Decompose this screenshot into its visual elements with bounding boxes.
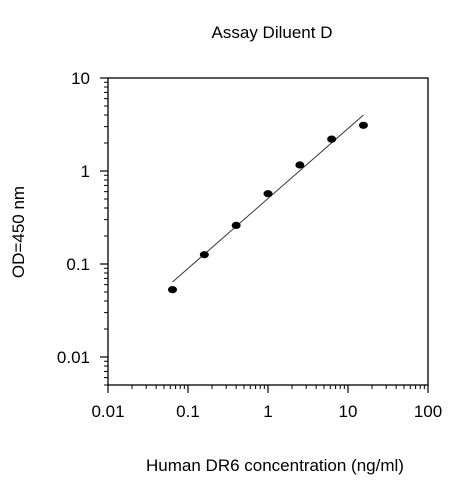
x-tick-label: 1 bbox=[263, 402, 272, 421]
y-axis-label: OD=450 nm bbox=[9, 186, 28, 278]
y-tick-label: 1 bbox=[81, 162, 90, 181]
chart-title: Assay Diluent D bbox=[212, 23, 333, 42]
data-point bbox=[263, 190, 273, 198]
data-points bbox=[167, 121, 368, 294]
x-tick-label: 0.01 bbox=[91, 402, 124, 421]
x-tick-label: 100 bbox=[414, 402, 442, 421]
y-tick-label: 0.01 bbox=[57, 348, 90, 367]
data-point bbox=[199, 251, 209, 259]
x-ticks: 0.01 0.1 1 10 100 bbox=[91, 385, 442, 421]
plot-frame bbox=[107, 77, 429, 386]
data-point bbox=[231, 221, 241, 230]
data-point bbox=[167, 286, 177, 294]
data-point bbox=[358, 121, 368, 129]
x-tick-label: 10 bbox=[339, 402, 358, 421]
plot-axes bbox=[107, 77, 429, 386]
x-tick-label: 0.1 bbox=[176, 402, 200, 421]
data-point bbox=[327, 135, 337, 143]
y-tick-label: 10 bbox=[71, 69, 90, 88]
data-point bbox=[295, 161, 305, 169]
y-ticks: 0.01 0.1 1 10 bbox=[57, 69, 108, 386]
x-axis-label: Human DR6 concentration (ng/ml) bbox=[146, 456, 404, 475]
y-tick-label: 0.1 bbox=[66, 255, 90, 274]
